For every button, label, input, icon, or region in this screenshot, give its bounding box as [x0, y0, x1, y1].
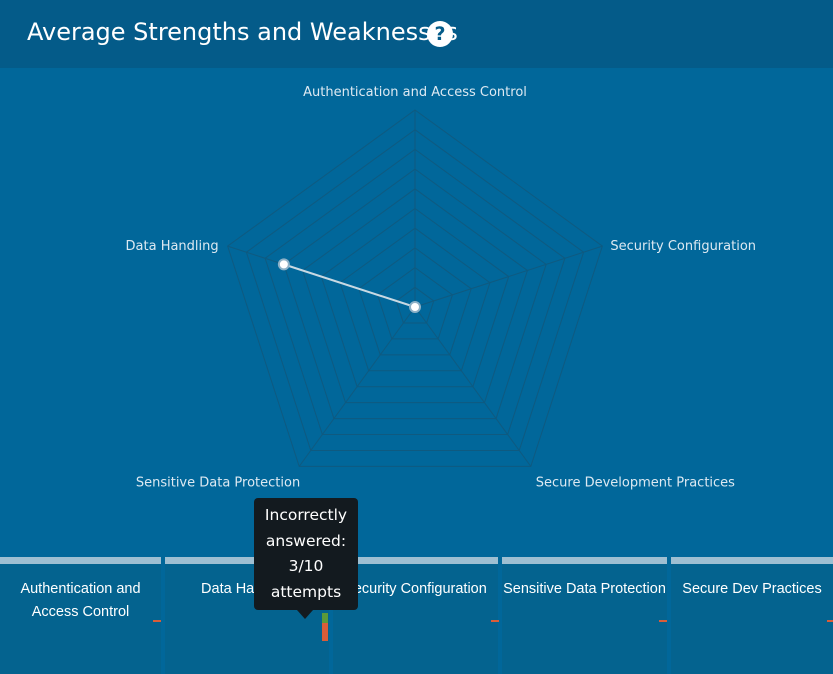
header: Average Strengths and Weaknesses ?: [0, 0, 833, 68]
data-point: [277, 258, 290, 271]
category-bar: [333, 557, 498, 564]
grid-ring: [245, 129, 585, 451]
category-label: Sensitive Data Protection: [503, 581, 666, 597]
grid-ring: [264, 148, 566, 436]
category-column-secure-dev-practices[interactable]: Secure Dev Practices: [671, 557, 833, 674]
correct-bar[interactable]: [322, 613, 328, 623]
data-point: [409, 301, 421, 313]
axis-label: Secure Development Practices: [536, 475, 735, 490]
category-label: Authentication and Access Control: [20, 581, 141, 620]
grid-ring: [283, 168, 547, 420]
category-label: Security Configuration: [344, 581, 487, 597]
incorrect-marker: [659, 620, 667, 622]
series-line: [283, 263, 416, 308]
incorrect-marker: [153, 620, 161, 622]
grid-spoke: [298, 306, 416, 467]
incorrect-marker: [827, 620, 833, 622]
category-bar: [671, 557, 833, 564]
category-bar: [0, 557, 161, 564]
grid-ring: [395, 286, 435, 324]
grid-spoke: [414, 306, 532, 467]
incorrect-marker: [491, 620, 499, 622]
category-bar: [165, 557, 329, 564]
grid-ring: [358, 247, 472, 356]
incorrect-bar[interactable]: [322, 623, 328, 641]
grid-ring: [320, 207, 510, 388]
grid-ring: [339, 227, 491, 372]
category-column-authentication[interactable]: Authentication and Access Control: [0, 557, 161, 674]
category-panel: Authentication and Access Control Data H…: [0, 557, 833, 674]
grid-ring: [376, 266, 454, 340]
axis-label: Sensitive Data Protection: [136, 475, 300, 490]
question-circle-icon[interactable]: ?: [427, 21, 453, 47]
radar-chart: Authentication and Access Control Securit…: [126, 85, 757, 490]
grid-ring: [227, 109, 603, 467]
category-bar: [502, 557, 667, 564]
category-label: Secure Dev Practices: [682, 581, 822, 597]
axis-label: Authentication and Access Control: [303, 85, 527, 100]
page-title: Average Strengths and Weaknesses: [27, 18, 458, 46]
axis-label: Security Configuration: [610, 239, 756, 254]
tooltip: Incorrectly answered: 3/10 attempts: [254, 498, 358, 610]
axis-label: Data Handling: [126, 239, 219, 254]
tooltip-arrow: [297, 610, 313, 619]
grid-ring: [301, 188, 529, 404]
category-column-security-configuration[interactable]: Security Configuration: [333, 557, 499, 674]
category-column-sensitive-data-protection[interactable]: Sensitive Data Protection: [502, 557, 667, 674]
grid-spoke: [414, 245, 603, 308]
